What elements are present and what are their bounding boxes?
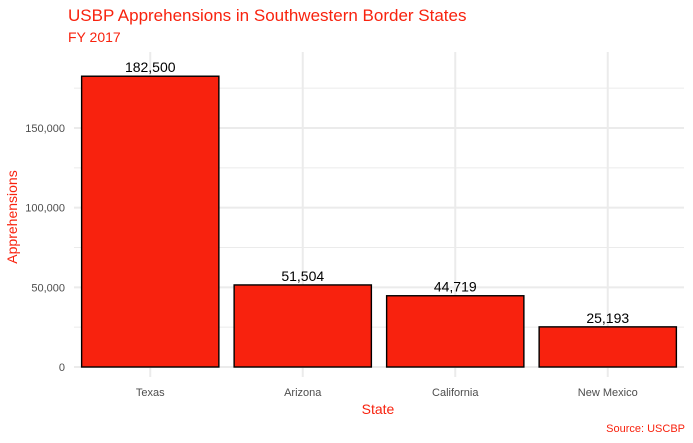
- source-caption: Source: USCBP: [606, 423, 685, 435]
- bar-new-mexico: [538, 326, 678, 368]
- data-label: 182,500: [125, 59, 176, 75]
- bar-texas: [80, 75, 220, 368]
- bars: [80, 75, 678, 368]
- x-tick-label: New Mexico: [578, 387, 638, 399]
- chart-title: USBP Apprehensions in Southwestern Borde…: [68, 6, 467, 25]
- y-tick-label: 0: [59, 362, 65, 374]
- bar-california: [385, 295, 525, 368]
- data-labels: 182,500 51,504 44,719 25,193: [125, 59, 629, 326]
- x-tick-label: California: [432, 387, 479, 399]
- y-tick-label: 100,000: [25, 203, 65, 215]
- y-axis-ticks: 0 50,000 100,000 150,000: [25, 123, 65, 374]
- chart-subtitle: FY 2017: [68, 29, 121, 45]
- x-tick-label: Arizona: [284, 387, 322, 399]
- y-tick-label: 150,000: [25, 123, 65, 135]
- bar-arizona: [233, 284, 373, 368]
- data-label: 51,504: [281, 268, 324, 284]
- y-tick-label: 50,000: [31, 282, 65, 294]
- data-label: 44,719: [434, 279, 477, 295]
- x-axis-ticks: Texas Arizona California New Mexico: [136, 387, 638, 399]
- x-axis-title: State: [362, 401, 395, 417]
- data-label: 25,193: [586, 310, 629, 326]
- y-axis-title: Apprehensions: [4, 170, 20, 263]
- x-tick-label: Texas: [136, 387, 165, 399]
